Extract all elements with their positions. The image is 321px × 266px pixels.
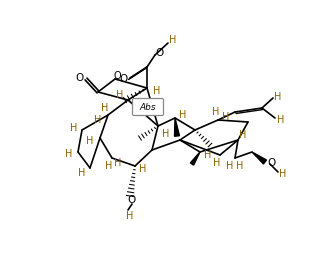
FancyBboxPatch shape (133, 98, 163, 115)
Text: H: H (179, 110, 187, 120)
Text: Abs: Abs (140, 102, 156, 111)
Text: O: O (267, 158, 275, 168)
Text: H: H (114, 158, 122, 168)
Text: O: O (156, 48, 164, 58)
Text: H: H (70, 123, 78, 133)
Text: H: H (169, 35, 177, 45)
Text: H: H (213, 158, 221, 168)
Text: H: H (105, 161, 113, 171)
Text: H: H (277, 115, 285, 125)
Text: H: H (226, 161, 234, 171)
Text: O: O (119, 74, 127, 84)
Polygon shape (252, 152, 266, 164)
Text: H: H (78, 168, 86, 178)
Text: H: H (279, 169, 287, 179)
Text: H: H (101, 103, 109, 113)
Text: O: O (113, 71, 121, 81)
Text: H: H (126, 211, 134, 221)
Text: H: H (222, 112, 230, 122)
Polygon shape (175, 118, 179, 136)
Polygon shape (190, 152, 200, 165)
Text: H: H (116, 90, 124, 100)
Text: H: H (86, 136, 94, 146)
Text: H: H (239, 130, 247, 140)
Text: H: H (162, 129, 170, 139)
Text: H: H (65, 149, 73, 159)
Text: H: H (153, 86, 161, 96)
Text: H: H (139, 164, 147, 174)
Text: O: O (75, 73, 83, 83)
Text: H: H (212, 107, 220, 117)
Text: H: H (204, 150, 212, 160)
Text: H: H (94, 115, 102, 125)
Text: H: H (236, 161, 244, 171)
Text: O: O (128, 195, 136, 205)
Text: H: H (274, 92, 282, 102)
